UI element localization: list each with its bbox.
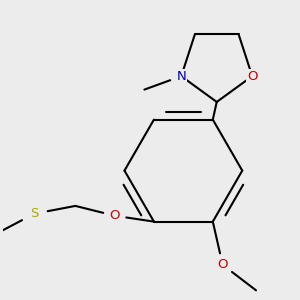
Text: O: O xyxy=(247,70,257,83)
Text: S: S xyxy=(30,207,38,220)
Text: O: O xyxy=(110,209,120,222)
Text: O: O xyxy=(218,258,228,271)
Text: N: N xyxy=(176,70,186,83)
